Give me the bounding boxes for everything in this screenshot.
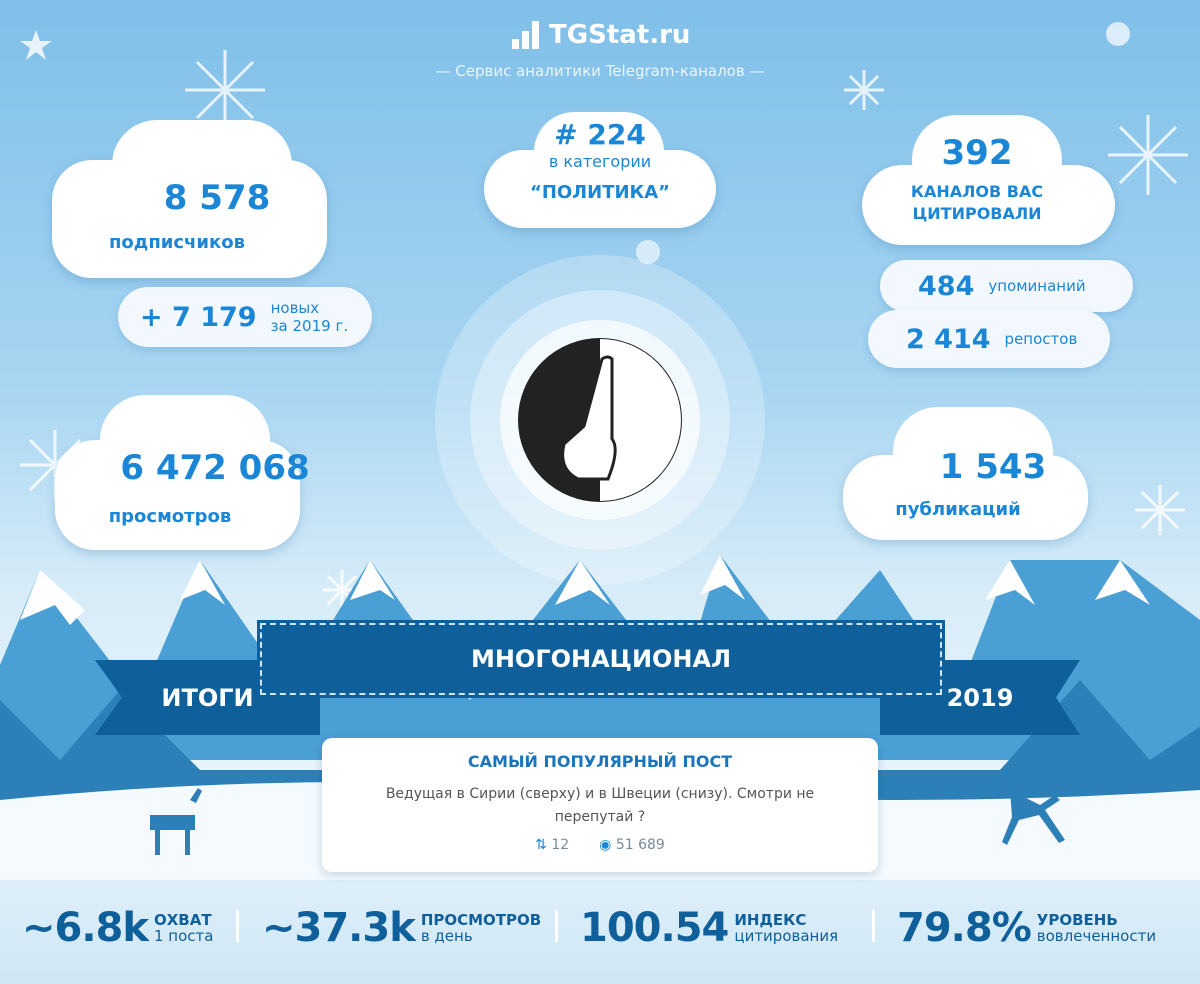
- repost-icon: ⇅: [535, 837, 547, 853]
- views-value: 6 472 068: [120, 448, 310, 488]
- channel-name-banner: МНОГОНАЦИОНАЛ: [257, 620, 945, 698]
- bar-chart-icon: [512, 21, 539, 49]
- stat-sublabel: вовлеченности: [1036, 927, 1157, 945]
- hand-icon: [561, 355, 617, 481]
- citations-label-1: КАНАЛОВ ВАС: [910, 182, 1044, 201]
- category-label: в категории: [548, 152, 652, 171]
- channel-avatar: [518, 338, 682, 502]
- subtitle: — Сервис аналитики Telegram-каналов —: [435, 62, 765, 80]
- new-subscribers: + 7 179 новых за 2019 г.: [118, 287, 372, 347]
- stat-value: 100.54: [580, 905, 729, 951]
- mentions-label: упоминаний: [988, 277, 1086, 295]
- stat-sublabel: в день: [420, 927, 473, 945]
- reposts-value: 2 414: [906, 323, 991, 355]
- publications-label: публикаций: [895, 499, 1021, 520]
- repost-value: 12: [551, 837, 570, 853]
- divider: [555, 910, 558, 942]
- divider: [236, 910, 239, 942]
- stat-label: ИНДЕКС: [734, 911, 807, 929]
- deer-icon: [150, 788, 1065, 855]
- stat-daily-views: ~37.3k ПРОСМОТРОВ в день: [262, 905, 541, 951]
- stat-label: УРОВЕНЬ: [1036, 911, 1118, 929]
- divider: [872, 910, 875, 942]
- new-label-2: за 2019 г.: [270, 317, 349, 335]
- brand-name: TGStat.ru: [549, 20, 691, 50]
- publications-card: 1 543 публикаций: [843, 407, 1088, 540]
- reposts-label: репостов: [1004, 330, 1078, 348]
- reposts: 2 414 репостов: [868, 310, 1110, 368]
- stat-engagement: 79.8% УРОВЕНЬ вовлеченности: [897, 905, 1156, 951]
- stat-label: ОХВАТ: [153, 911, 212, 929]
- stat-value: ~37.3k: [262, 905, 416, 951]
- top-post-card[interactable]: САМЫЙ ПОПУЛЯРНЫЙ ПОСТ Ведущая в Сирии (с…: [322, 738, 878, 872]
- category-name: “ПОЛИТИКА”: [529, 182, 671, 203]
- publications-value: 1 543: [939, 447, 1047, 487]
- repost-count: ⇅ 12: [535, 837, 569, 853]
- category-rank: # 224: [554, 118, 646, 151]
- subscribers-label: подписчиков: [108, 232, 245, 253]
- stat-sublabel: цитирования: [734, 927, 839, 945]
- views-label: просмотров: [108, 506, 232, 527]
- view-count: ◉ 51 689: [599, 837, 665, 853]
- stat-citation-index: 100.54 ИНДЕКС цитирования: [580, 905, 838, 951]
- snowflake-icon: [20, 50, 1188, 610]
- category-card: # 224 в категории “ПОЛИТИКА”: [484, 112, 716, 228]
- eye-icon: ◉: [599, 837, 612, 853]
- citations-value: 392: [941, 133, 1013, 173]
- top-post-text: Ведущая в Сирии (сверху) и в Швеции (сни…: [385, 786, 815, 825]
- stat-value: 79.8%: [897, 905, 1032, 951]
- citations-label-2: ЦИТИРОВАЛИ: [912, 204, 1042, 223]
- stat-reach: ~6.8k ОХВАТ 1 поста: [22, 905, 213, 951]
- star-icon: [20, 30, 52, 60]
- subscribers-value: 8 578: [163, 178, 271, 218]
- view-value: 51 689: [615, 837, 665, 853]
- new-subscribers-value: + 7 179: [140, 301, 257, 333]
- mentions: 484 упоминаний: [880, 260, 1133, 312]
- stat-label: ПРОСМОТРОВ: [420, 911, 542, 929]
- mentions-value: 484: [918, 270, 975, 302]
- new-label-1: новых: [270, 299, 320, 317]
- stat-value: ~6.8k: [22, 905, 149, 951]
- views-card: 6 472 068 просмотров: [55, 395, 310, 550]
- top-post-title: САМЫЙ ПОПУЛЯРНЫЙ ПОСТ: [467, 752, 733, 771]
- citations-label: КАНАЛОВ ВАС ЦИТИРОВАЛИ: [862, 181, 1092, 225]
- stat-sublabel: 1 поста: [153, 927, 214, 945]
- brand-logo[interactable]: TGStat.ru: [512, 20, 690, 50]
- citations-card: 392 КАНАЛОВ ВАС ЦИТИРОВАЛИ: [862, 115, 1115, 245]
- subscribers-card: 8 578 подписчиков: [52, 120, 327, 278]
